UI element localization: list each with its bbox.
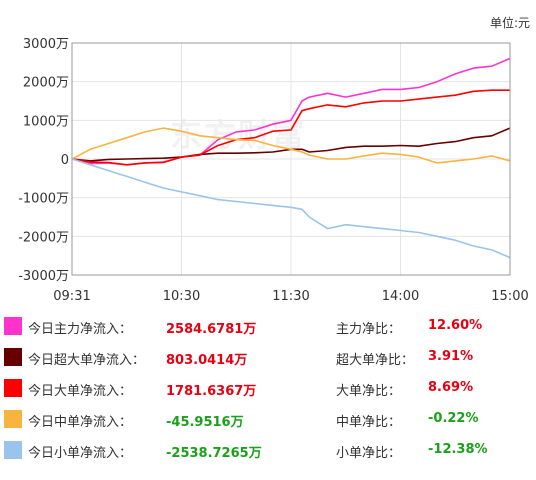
y-tick-label: -3000万: [18, 269, 69, 284]
legend-value: 2584.6781万: [166, 322, 257, 337]
fund-flow-chart: 3000万 2000万 1000万 0 -1000万 -2000万 -3000万 09:31…: [18, 37, 529, 304]
ratio-label: 小单净比：: [336, 446, 402, 461]
ratio-label: 超大单净比：: [336, 353, 415, 368]
legend-label: 今日中单净流入：: [28, 415, 133, 430]
legend-row-small: 今日小单净流入： -2538.7265万 小单净比： -12.38%: [0, 437, 536, 468]
y-tick-label: -1000万: [18, 192, 69, 207]
ratio-value: 12.60%: [428, 318, 483, 333]
y-axis-ticks: 3000万 2000万 1000万 0 -1000万 -2000万 -3000万: [18, 37, 69, 284]
legend-label: 今日主力净流入：: [28, 322, 133, 337]
ratio-label: 中单净比：: [336, 415, 402, 430]
unit-label: 单位:元: [489, 16, 530, 30]
x-tick-label: 14:00: [382, 289, 419, 304]
legend-table: 今日主力净流入： 2584.6781万 主力净比： 12.60% 今日超大单净流…: [0, 313, 536, 468]
y-tick-label: -2000万: [18, 230, 69, 245]
legend-row-medium: 今日中单净流入： -45.9516万 中单净比： -0.22%: [0, 406, 536, 437]
x-tick-label: 15:00: [491, 289, 528, 304]
series-line-3: [71, 127, 511, 164]
legend-swatch: [4, 348, 22, 366]
legend-label: 今日小单净流入：: [28, 446, 133, 461]
x-tick-label: 11:30: [272, 289, 309, 304]
legend-value: 1781.6367万: [166, 384, 257, 399]
plot-frame: [71, 42, 511, 276]
ratio-label: 主力净比：: [336, 322, 402, 337]
legend-swatch: [4, 410, 22, 428]
y-tick-label: 2000万: [23, 76, 69, 91]
ratio-value: 8.69%: [428, 380, 474, 395]
legend-label: 今日超大单净流入：: [28, 353, 146, 368]
x-tick-label: 09:31: [53, 289, 90, 304]
y-tick-label: 3000万: [23, 37, 69, 52]
x-tick-label: 10:30: [163, 289, 200, 304]
y-tick-label: 0: [61, 153, 69, 168]
legend-value: -45.9516万: [166, 415, 244, 430]
series-line-4: [71, 158, 511, 259]
ratio-value: -12.38%: [428, 442, 488, 457]
legend-label: 今日大单净流入：: [28, 384, 133, 399]
x-axis-ticks: 09:31 10:30 11:30 14:00 15:00: [53, 289, 528, 304]
legend-swatch: [4, 317, 22, 335]
series-line-2: [71, 89, 510, 166]
y-tick-label: 1000万: [23, 114, 69, 129]
ratio-value: 3.91%: [428, 349, 474, 364]
legend-row-super-large: 今日超大单净流入： 803.0414万 超大单净比： 3.91%: [0, 344, 536, 375]
ratio-label: 大单净比：: [336, 384, 402, 399]
legend-swatch: [4, 379, 22, 397]
series-lines: [71, 57, 511, 259]
legend-swatch: [4, 441, 22, 459]
legend-value: 803.0414万: [166, 353, 248, 368]
legend-value: -2538.7265万: [166, 446, 262, 461]
ratio-value: -0.22%: [428, 411, 479, 426]
legend-row-main: 今日主力净流入： 2584.6781万 主力净比： 12.60%: [0, 313, 536, 344]
series-line-1: [71, 127, 511, 162]
legend-row-large: 今日大单净流入： 1781.6367万 大单净比： 8.69%: [0, 375, 536, 406]
